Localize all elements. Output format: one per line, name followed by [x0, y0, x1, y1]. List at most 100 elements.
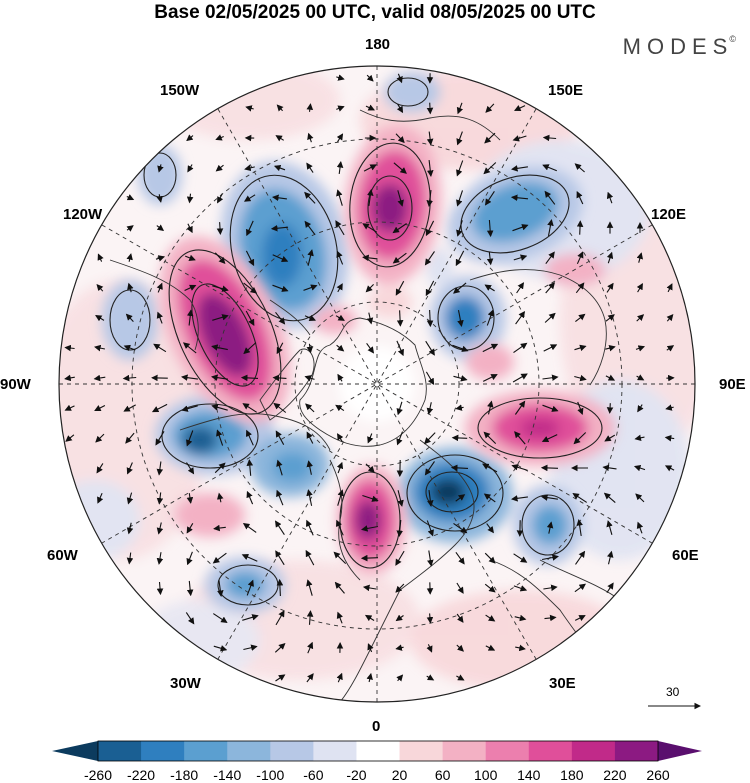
wind-arrow — [126, 552, 134, 565]
brand-logo: MODES© — [623, 34, 736, 60]
wind-arrow — [245, 250, 255, 267]
wind-arrow — [456, 102, 464, 115]
wind-arrow — [126, 194, 135, 201]
wind-arrow — [272, 254, 289, 263]
wind-arrow — [186, 580, 194, 597]
wind-arrow — [215, 164, 224, 172]
wind-arrow — [336, 250, 344, 265]
colorbar-tick-label: 100 — [474, 767, 498, 783]
brand-name: MODES — [622, 34, 734, 59]
wind-arrow — [275, 430, 285, 445]
wind-arrow — [123, 404, 136, 412]
wind-arrow — [572, 492, 588, 503]
wind-arrow — [424, 461, 435, 476]
wind-arrow — [156, 194, 163, 203]
wind-arrow — [95, 315, 105, 322]
wind-arrow — [126, 462, 133, 475]
wind-arrow — [336, 344, 345, 352]
wind-arrow — [216, 492, 224, 503]
wind-arrow — [306, 610, 314, 625]
wind-arrow — [514, 400, 526, 415]
colorbar — [52, 740, 702, 762]
wind-arrow — [575, 313, 586, 323]
lon-label-30w: 30W — [170, 675, 201, 692]
wind-arrow — [186, 523, 194, 534]
wind-arrow — [396, 401, 403, 416]
wind-arrow — [155, 255, 166, 262]
wind-arrow — [426, 674, 435, 681]
wind-arrow — [455, 494, 466, 502]
colorbar-extend-high — [658, 741, 702, 761]
wind-arrow — [576, 191, 584, 205]
wind-arrow — [216, 222, 224, 235]
wind-arrow — [487, 400, 494, 415]
wind-arrow — [513, 254, 528, 261]
lon-label-0: 0 — [372, 718, 381, 735]
wind-arrow — [362, 584, 377, 592]
wind-arrow — [273, 164, 286, 172]
wind-arrow — [484, 583, 496, 593]
wind-arrow — [94, 405, 106, 411]
wind-arrow — [182, 342, 197, 354]
wind-arrow — [272, 374, 287, 382]
lon-label-120e: 120E — [651, 206, 687, 223]
wind-arrow — [512, 224, 529, 232]
wind-arrow — [511, 495, 528, 502]
wind-arrow — [275, 550, 285, 566]
wind-arrow — [366, 74, 374, 82]
wind-arrow — [512, 373, 528, 383]
wind-arrow — [363, 164, 377, 172]
wind-arrow — [245, 310, 255, 326]
wind-arrow — [215, 134, 224, 141]
wind-arrow — [274, 520, 285, 536]
wind-arrow — [306, 579, 313, 596]
wind-arrow — [426, 402, 434, 415]
wind-arrow — [544, 312, 556, 323]
wind-arrow — [366, 672, 373, 683]
wind-arrow — [211, 344, 228, 351]
wind-arrow — [482, 374, 498, 382]
wind-arrow — [337, 433, 344, 443]
wind-arrow — [93, 374, 106, 382]
wind-arrow — [395, 614, 404, 622]
wind-arrow — [541, 494, 558, 501]
wind-arrow — [246, 490, 254, 505]
wind-arrow — [397, 190, 404, 207]
wind-arrow — [243, 194, 256, 202]
wind-arrow — [186, 309, 194, 326]
wind-arrow — [362, 494, 379, 502]
wind-arrow — [606, 403, 614, 414]
wind-arrow — [450, 464, 469, 472]
wind-arrow — [425, 220, 435, 237]
wind-arrow — [275, 674, 286, 682]
wind-arrow — [543, 584, 558, 592]
wind-arrow — [336, 189, 343, 206]
wind-arrow — [513, 585, 528, 592]
wind-arrow — [605, 314, 615, 322]
wind-arrow — [125, 313, 134, 322]
wind-arrow — [542, 404, 559, 412]
wind-arrow — [156, 522, 164, 535]
wind-arrow — [336, 105, 345, 112]
wind-arrow — [396, 431, 404, 446]
wind-arrow — [544, 190, 556, 205]
wind-arrow — [576, 251, 584, 265]
wind-arrow — [545, 251, 555, 265]
wind-arrow — [484, 190, 495, 206]
wind-arrow — [335, 220, 345, 236]
wind-arrow — [395, 133, 405, 144]
colorbar-cell — [485, 741, 530, 761]
colorbar-tick-label: 220 — [603, 767, 627, 783]
wind-arrow — [636, 521, 644, 534]
wind-arrow — [426, 613, 434, 624]
wind-arrow — [606, 582, 614, 594]
wind-arrow — [396, 73, 403, 84]
colorbar-cell — [614, 741, 659, 761]
reference-vector-label: 30 — [666, 685, 680, 699]
wind-arrow — [453, 282, 467, 294]
wind-arrow — [456, 644, 465, 652]
lon-label-60w: 60W — [47, 547, 78, 564]
wind-arrow — [156, 552, 164, 565]
wind-arrow — [125, 432, 135, 444]
wind-arrow — [426, 102, 434, 115]
